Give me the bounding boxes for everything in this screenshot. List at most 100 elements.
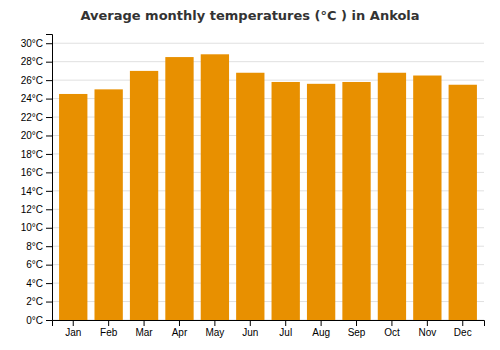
- y-tick: 16°C: [21, 167, 52, 178]
- plot: 0°C 2°C 4°C 6°C 8°C 10°C 12°C 14°C 16°C 18°C 20°C 2…: [21, 35, 485, 339]
- y-tick-label: 0°C: [26, 315, 43, 326]
- y-tick-label: 26°C: [21, 75, 43, 86]
- y-tick-label: 2°C: [26, 296, 43, 307]
- y-tick-mark: [46, 135, 52, 136]
- x-tick: Nov: [418, 320, 436, 338]
- x-tick-label: Mar: [135, 327, 153, 338]
- x-tick-mark: [73, 320, 74, 326]
- y-tick: 30°C: [21, 38, 52, 49]
- x-tick-label: Jun: [242, 327, 258, 338]
- y-tick-label: 4°C: [26, 278, 43, 289]
- x-tick-label: Jul: [279, 327, 292, 338]
- grid-line: [52, 61, 484, 62]
- y-axis-line: [46, 35, 53, 321]
- y-tick-mark: [46, 265, 52, 266]
- x-tick-label: Feb: [100, 327, 118, 338]
- y-tick-label: 12°C: [21, 204, 43, 215]
- grid-line: [52, 43, 484, 44]
- bar: [378, 73, 406, 320]
- y-tick-mark: [46, 80, 52, 81]
- title: Average monthly temperatures (°C ) in An…: [80, 8, 419, 23]
- y-tick: 14°C: [21, 186, 52, 197]
- x-tick: Apr: [172, 320, 188, 338]
- bar: [236, 73, 264, 320]
- y-tick-mark: [46, 320, 52, 321]
- x-tick-mark: [391, 320, 392, 326]
- x-tick: May: [205, 320, 224, 338]
- x-tick-mark: [321, 320, 322, 326]
- bar: [201, 54, 229, 320]
- x-tick-label: Dec: [454, 327, 472, 338]
- x-tick: Jun: [242, 320, 258, 338]
- x-axis-line: [53, 321, 485, 327]
- x-tick-mark: [356, 320, 357, 326]
- y-tick-label: 20°C: [21, 130, 43, 141]
- y-tick: 2°C: [26, 296, 52, 307]
- x-tick-mark: [285, 320, 286, 326]
- x-tick: Feb: [100, 320, 118, 338]
- y-tick-mark: [46, 246, 52, 247]
- y-tick-label: 18°C: [21, 149, 43, 160]
- bar: [413, 76, 441, 320]
- x-tick: Jul: [279, 320, 292, 338]
- x-tick: Aug: [312, 320, 330, 338]
- y-tick-label: 28°C: [21, 56, 43, 67]
- x-tick-label: Aug: [312, 327, 330, 338]
- y-tick-label: 10°C: [21, 222, 43, 233]
- bar: [307, 84, 335, 320]
- y-tick-label: 6°C: [26, 259, 43, 270]
- x-tick-label: Apr: [172, 327, 188, 338]
- x-tick-mark: [427, 320, 428, 326]
- x-tick: Mar: [135, 320, 153, 338]
- bar: [342, 82, 370, 320]
- x-tick-mark: [179, 320, 180, 326]
- y-tick: 4°C: [26, 278, 52, 289]
- y-tick-label: 8°C: [26, 241, 43, 252]
- y-tick-mark: [46, 209, 52, 210]
- bar: [59, 94, 87, 320]
- bars: [59, 54, 477, 320]
- y-tick: 26°C: [21, 75, 52, 86]
- x-tick: Sep: [348, 320, 366, 338]
- x-tick-label: Nov: [418, 327, 436, 338]
- y-tick-mark: [46, 191, 52, 192]
- x-tick-mark: [214, 320, 215, 326]
- y-tick: 12°C: [21, 204, 52, 215]
- y-tick-label: 14°C: [21, 186, 43, 197]
- y-tick: 28°C: [21, 56, 52, 67]
- x-tick-mark: [108, 320, 109, 326]
- y-tick-mark: [46, 62, 52, 63]
- x-tick: Dec: [454, 320, 472, 338]
- x-tick: Oct: [384, 320, 400, 338]
- y-tick-mark: [46, 172, 52, 173]
- y-tick-label: 22°C: [21, 112, 43, 123]
- bar: [449, 85, 477, 320]
- y-tick: 18°C: [21, 149, 52, 160]
- y-tick: 8°C: [26, 241, 52, 252]
- bar: [165, 57, 193, 320]
- y-axis: 0°C 2°C 4°C 6°C 8°C 10°C 12°C 14°C 16°C 18°C 20°C 2…: [21, 35, 53, 326]
- y-tick: 6°C: [26, 259, 52, 270]
- y-tick-mark: [46, 302, 52, 303]
- x-tick-mark: [462, 320, 463, 326]
- chart: Average monthly temperatures (°C ) in An…: [0, 0, 500, 350]
- y-tick-mark: [46, 283, 52, 284]
- y-tick: 0°C: [26, 315, 52, 326]
- x-tick-label: Oct: [384, 327, 400, 338]
- y-tick-mark: [46, 99, 52, 100]
- y-tick-mark: [46, 117, 52, 118]
- grid: [52, 43, 484, 320]
- y-tick: 24°C: [21, 93, 52, 104]
- x-axis: Jan Feb Mar Apr May Jun Jul Aug Sep Oct Nov Dec: [53, 320, 485, 338]
- y-tick-mark: [46, 43, 52, 44]
- y-tick: 20°C: [21, 130, 52, 141]
- x-tick-label: May: [205, 327, 224, 338]
- bar: [94, 89, 122, 320]
- x-tick-label: Sep: [348, 327, 366, 338]
- y-tick: 22°C: [21, 112, 52, 123]
- x-tick-label: Jan: [65, 327, 81, 338]
- y-tick-mark: [46, 228, 52, 229]
- x-tick-mark: [250, 320, 251, 326]
- y-tick-mark: [46, 154, 52, 155]
- y-tick-label: 24°C: [21, 93, 43, 104]
